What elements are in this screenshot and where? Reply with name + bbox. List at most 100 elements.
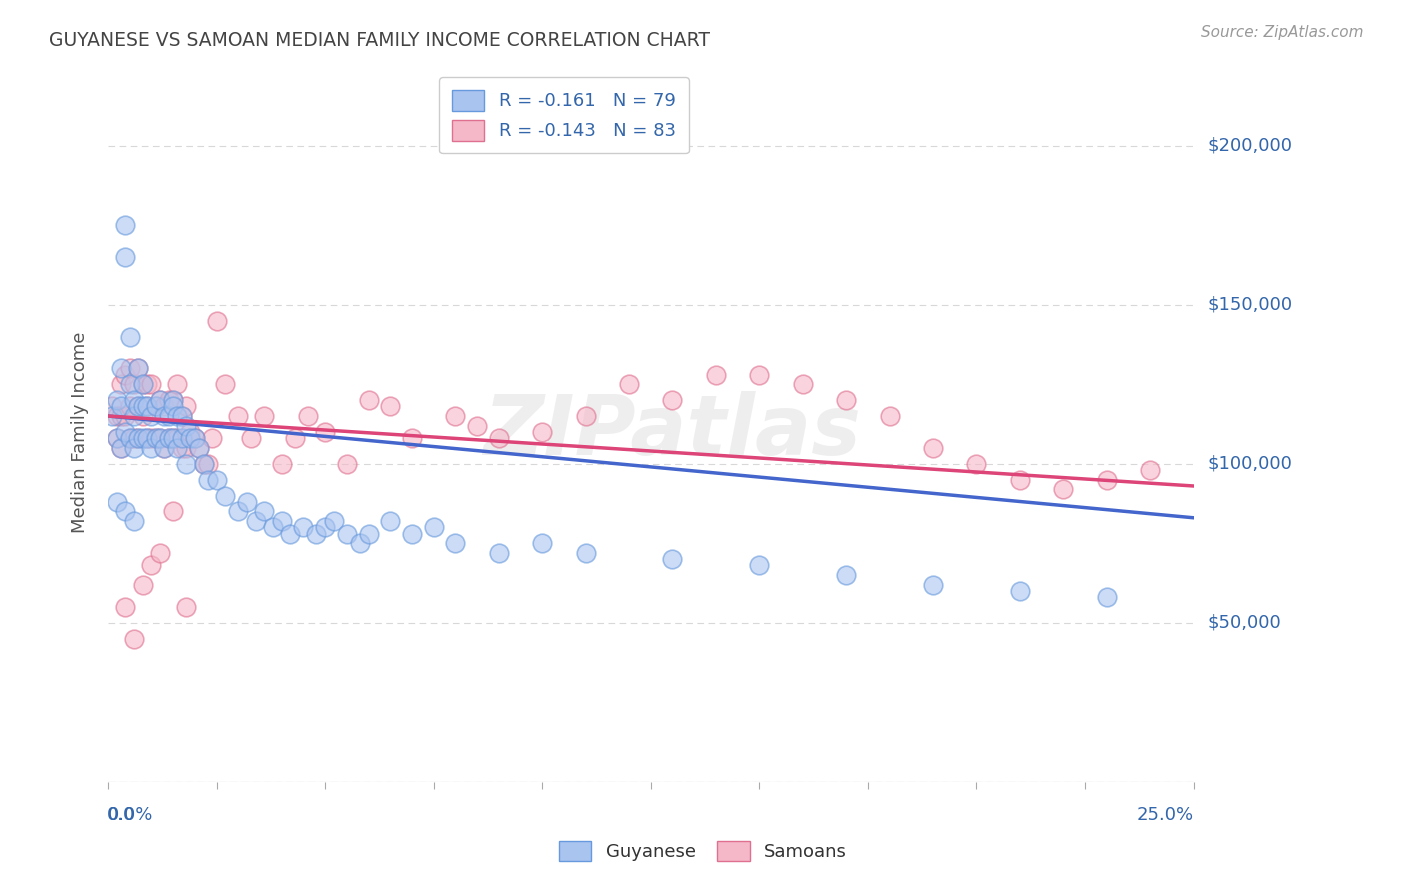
Point xyxy=(965,457,987,471)
Point xyxy=(226,409,249,423)
Point xyxy=(127,431,149,445)
Point xyxy=(149,431,172,445)
Point xyxy=(214,489,236,503)
Point xyxy=(174,599,197,614)
Point xyxy=(170,431,193,445)
Point xyxy=(214,377,236,392)
Point xyxy=(136,400,159,414)
Point xyxy=(110,377,132,392)
Point xyxy=(114,250,136,264)
Point xyxy=(122,632,145,646)
Point xyxy=(1052,482,1074,496)
Text: 0.0: 0.0 xyxy=(107,806,135,824)
Point xyxy=(253,504,276,518)
Point xyxy=(792,377,814,392)
Point xyxy=(110,361,132,376)
Point xyxy=(136,377,159,392)
Point xyxy=(349,536,371,550)
Point xyxy=(292,520,315,534)
Point xyxy=(270,514,292,528)
Point xyxy=(132,377,155,392)
Point xyxy=(661,552,683,566)
Point xyxy=(166,377,188,392)
Point xyxy=(179,425,201,439)
Point xyxy=(105,393,128,408)
Point xyxy=(270,457,292,471)
Point xyxy=(145,400,167,414)
Text: $200,000: $200,000 xyxy=(1208,136,1292,154)
Point xyxy=(136,400,159,414)
Text: $100,000: $100,000 xyxy=(1208,455,1292,473)
Point xyxy=(531,425,554,439)
Point xyxy=(162,400,184,414)
Point xyxy=(105,431,128,445)
Point xyxy=(101,400,124,414)
Point xyxy=(166,431,188,445)
Point xyxy=(201,431,224,445)
Point xyxy=(174,441,197,455)
Legend: R = -0.161   N = 79, R = -0.143   N = 83: R = -0.161 N = 79, R = -0.143 N = 83 xyxy=(439,78,689,153)
Point xyxy=(197,473,219,487)
Point xyxy=(118,361,141,376)
Point xyxy=(141,377,163,392)
Point xyxy=(314,425,336,439)
Point xyxy=(127,400,149,414)
Text: $150,000: $150,000 xyxy=(1208,296,1292,314)
Point xyxy=(114,409,136,423)
Point xyxy=(422,520,444,534)
Text: 25.0%: 25.0% xyxy=(1136,806,1194,824)
Point xyxy=(1139,463,1161,477)
Point xyxy=(465,418,488,433)
Point xyxy=(149,393,172,408)
Point xyxy=(197,457,219,471)
Point xyxy=(444,409,467,423)
Point xyxy=(132,431,155,445)
Point xyxy=(531,536,554,550)
Point xyxy=(114,425,136,439)
Point xyxy=(114,219,136,233)
Point xyxy=(153,400,176,414)
Point xyxy=(105,431,128,445)
Point xyxy=(149,393,172,408)
Point xyxy=(748,368,770,382)
Point xyxy=(141,558,163,573)
Point xyxy=(157,409,180,423)
Point xyxy=(179,431,201,445)
Point xyxy=(114,599,136,614)
Point xyxy=(1008,583,1031,598)
Point xyxy=(162,504,184,518)
Point xyxy=(118,377,141,392)
Point xyxy=(704,368,727,382)
Point xyxy=(127,431,149,445)
Point xyxy=(145,431,167,445)
Point xyxy=(488,546,510,560)
Point xyxy=(184,431,207,445)
Point xyxy=(262,520,284,534)
Point xyxy=(132,377,155,392)
Point xyxy=(127,361,149,376)
Point xyxy=(118,400,141,414)
Point xyxy=(162,393,184,408)
Text: ZIPatlas: ZIPatlas xyxy=(484,392,862,473)
Point xyxy=(110,400,132,414)
Point xyxy=(1095,473,1118,487)
Point xyxy=(748,558,770,573)
Text: GUYANESE VS SAMOAN MEDIAN FAMILY INCOME CORRELATION CHART: GUYANESE VS SAMOAN MEDIAN FAMILY INCOME … xyxy=(49,31,710,50)
Point xyxy=(157,393,180,408)
Point xyxy=(922,441,945,455)
Legend: Guyanese, Samoans: Guyanese, Samoans xyxy=(548,830,858,872)
Point xyxy=(174,457,197,471)
Point xyxy=(922,577,945,591)
Point xyxy=(322,514,344,528)
Point xyxy=(166,409,188,423)
Point xyxy=(149,431,172,445)
Point xyxy=(162,431,184,445)
Y-axis label: Median Family Income: Median Family Income xyxy=(72,331,89,533)
Point xyxy=(488,431,510,445)
Point xyxy=(336,457,359,471)
Point xyxy=(127,400,149,414)
Point xyxy=(170,409,193,423)
Point xyxy=(141,431,163,445)
Point xyxy=(193,457,215,471)
Point xyxy=(835,568,858,582)
